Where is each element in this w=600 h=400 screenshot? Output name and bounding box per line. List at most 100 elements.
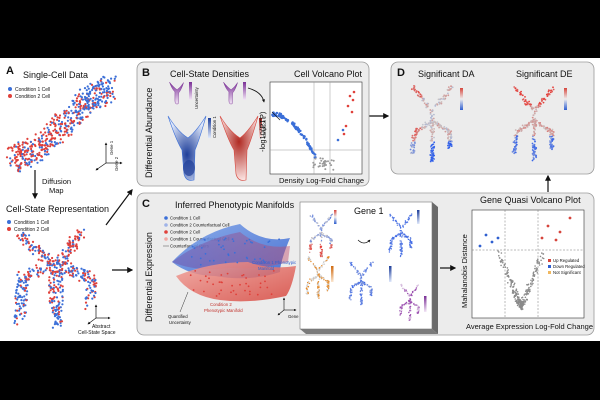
tree-cell: [323, 279, 325, 281]
quasi-point-ns: [500, 252, 503, 254]
cell-point: [20, 234, 23, 237]
cell-point: [67, 267, 70, 270]
manifold-cell: [267, 241, 270, 244]
cell-point: [16, 309, 19, 312]
cell-point: [51, 137, 55, 140]
manifold-cell: [263, 246, 266, 249]
legend-c-cond2: Condition 2 Cell: [170, 230, 200, 235]
cell-point: [17, 302, 20, 305]
tree-cell: [419, 93, 422, 96]
tree-cell: [400, 248, 403, 250]
tree-cell: [401, 305, 403, 307]
legend-cond2-label: Condition 2 Cell: [15, 94, 50, 100]
cell-point: [31, 154, 35, 157]
tree-cell: [308, 282, 311, 285]
tree-cell: [528, 100, 530, 103]
quasi-point-ns: [500, 261, 502, 263]
tree-cell: [450, 143, 452, 146]
volcano-point-positive: [348, 94, 352, 98]
tree-cell: [360, 274, 362, 277]
quasi-point-ns: [515, 288, 518, 291]
tree-cell: [391, 237, 393, 240]
tree-cell: [535, 156, 538, 159]
cell-point: [57, 262, 61, 265]
tree-cell: [417, 90, 420, 93]
cell-point: [94, 103, 97, 106]
tree-cell: [398, 224, 401, 226]
cell-point: [61, 249, 64, 252]
cell-point: [48, 266, 52, 269]
tree-cell: [366, 267, 368, 270]
cell-point: [82, 268, 85, 271]
cell-point: [37, 252, 41, 255]
tree-cell: [414, 289, 416, 291]
tree-cell: [431, 133, 434, 136]
tree-cell: [399, 255, 402, 258]
quasi-point-ns: [527, 283, 530, 286]
cell-point: [16, 273, 19, 276]
cell-point: [53, 266, 56, 269]
tree-cell: [431, 109, 434, 112]
tree-cell: [514, 149, 517, 152]
cell-point: [45, 267, 48, 270]
cell-point: [46, 126, 49, 129]
cell-point: [41, 148, 44, 151]
tree-cell: [416, 309, 418, 311]
tree-cell: [395, 235, 397, 237]
tree-cell: [316, 272, 319, 274]
tree-cell: [549, 131, 552, 134]
quasi-point-ns: [532, 279, 534, 282]
manifold-cell: [223, 238, 226, 241]
tree-cell: [406, 303, 408, 305]
quasi-point-ns: [520, 306, 523, 309]
cell-point: [30, 145, 33, 148]
manifold-cell: [199, 257, 202, 260]
tree-cell: [516, 90, 519, 93]
tree-cell: [544, 98, 547, 101]
tree-cell: [360, 302, 362, 304]
tree-cell: [317, 225, 319, 227]
cell-point: [78, 230, 81, 233]
cell-point: [105, 101, 108, 104]
volcano-point-negative: [278, 113, 281, 116]
cell-point: [70, 117, 73, 120]
tree-cell: [530, 121, 533, 124]
tree-cell: [433, 121, 436, 124]
tree-cell: [409, 244, 411, 246]
cell-point: [41, 249, 45, 252]
cell-point: [16, 159, 19, 162]
cell-point: [91, 279, 94, 282]
manifold-cell: [259, 282, 262, 285]
manifold-cell: [246, 257, 249, 260]
cell-point: [54, 308, 57, 311]
cell-point: [61, 299, 64, 302]
tree-cell: [403, 236, 406, 238]
tree-cell: [400, 244, 402, 246]
tree-cell: [399, 225, 401, 227]
quasi-point-ns: [506, 272, 508, 274]
tree-cell: [319, 233, 321, 235]
manifold-cell: [258, 274, 260, 276]
tree-cell: [360, 276, 362, 278]
tree-cell: [327, 217, 329, 220]
cell-point: [99, 105, 102, 108]
cell-point: [68, 236, 71, 239]
tree-cell: [351, 285, 354, 287]
tree-cell: [320, 255, 322, 258]
tree-cell: [318, 297, 320, 299]
densities-title: Cell-State Densities: [170, 69, 250, 79]
tree-cell: [514, 142, 517, 145]
cell-point: [58, 286, 62, 289]
tree-cell: [323, 224, 325, 226]
tree-cell: [392, 219, 394, 222]
tree-cell: [536, 105, 538, 108]
tree-cell: [360, 284, 362, 286]
cell-point: [74, 106, 77, 109]
quasi-point-ns: [541, 257, 544, 259]
tree-cell: [432, 131, 435, 133]
cell-point: [87, 108, 90, 111]
cell-point: [21, 148, 24, 151]
tree-cell: [549, 89, 552, 92]
tree-cell: [322, 225, 324, 228]
tree-cell: [550, 89, 553, 92]
